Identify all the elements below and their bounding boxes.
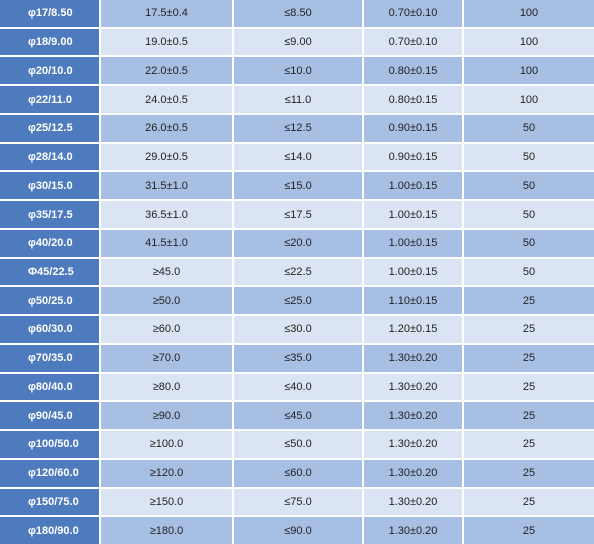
table-cell: 100 bbox=[464, 0, 594, 27]
table-cell: ≤25.0 bbox=[234, 287, 362, 315]
row-header-cell: φ120/60.0 bbox=[0, 459, 99, 487]
table-cell: 25 bbox=[464, 373, 594, 401]
row-header-cell: φ18/9.00 bbox=[0, 28, 99, 56]
table-cell: ≤50.0 bbox=[234, 431, 362, 458]
table-cell: 1.30±0.20 bbox=[364, 459, 462, 487]
table-cell: ≥50.0 bbox=[101, 287, 232, 315]
table-cell: ≤8.50 bbox=[234, 0, 362, 27]
table-cell: ≤20.0 bbox=[234, 229, 362, 257]
table-cell: ≥100.0 bbox=[101, 431, 232, 458]
table-cell: ≤45.0 bbox=[234, 402, 362, 430]
table-cell: ≤15.0 bbox=[234, 172, 362, 200]
row-header-cell: Φ45/22.5 bbox=[0, 258, 99, 286]
table-cell: ≤17.5 bbox=[234, 201, 362, 228]
table-cell: 100 bbox=[464, 28, 594, 56]
table-cell: 1.00±0.15 bbox=[364, 258, 462, 286]
table-cell: 1.10±0.15 bbox=[364, 287, 462, 315]
table-cell: 0.80±0.15 bbox=[364, 57, 462, 85]
row-header-cell: φ150/75.0 bbox=[0, 488, 99, 516]
table-cell: ≤11.0 bbox=[234, 86, 362, 113]
table-cell: ≤12.5 bbox=[234, 114, 362, 142]
table-cell: 1.00±0.15 bbox=[364, 229, 462, 257]
table-cell: ≥60.0 bbox=[101, 316, 232, 343]
table-cell: 25 bbox=[464, 402, 594, 430]
row-header-cell: φ100/50.0 bbox=[0, 431, 99, 458]
table-cell: 17.5±0.4 bbox=[101, 0, 232, 27]
row-header-cell: φ70/35.0 bbox=[0, 344, 99, 372]
table-cell: 24.0±0.5 bbox=[101, 86, 232, 113]
table-cell: 100 bbox=[464, 57, 594, 85]
table-cell: 1.30±0.20 bbox=[364, 488, 462, 516]
table-cell: ≤9.00 bbox=[234, 28, 362, 56]
table-cell: 41.5±1.0 bbox=[101, 229, 232, 257]
table-cell: 25 bbox=[464, 517, 594, 544]
table-cell: 29.0±0.5 bbox=[101, 143, 232, 171]
table-cell: 1.30±0.20 bbox=[364, 344, 462, 372]
row-header-cell: φ25/12.5 bbox=[0, 114, 99, 142]
table-cell: 25 bbox=[464, 431, 594, 458]
table-cell: 0.90±0.15 bbox=[364, 114, 462, 142]
table-cell: 0.90±0.15 bbox=[364, 143, 462, 171]
table-cell: 25 bbox=[464, 316, 594, 343]
row-header-cell: φ180/90.0 bbox=[0, 517, 99, 544]
table-cell: ≤35.0 bbox=[234, 344, 362, 372]
row-header-cell: φ28/14.0 bbox=[0, 143, 99, 171]
table-cell: 25 bbox=[464, 459, 594, 487]
row-header-cell: φ30/15.0 bbox=[0, 172, 99, 200]
table-cell: ≥70.0 bbox=[101, 344, 232, 372]
table-cell: 50 bbox=[464, 258, 594, 286]
table-cell: ≥180.0 bbox=[101, 517, 232, 544]
table-cell: ≤60.0 bbox=[234, 459, 362, 487]
table-cell: 1.20±0.15 bbox=[364, 316, 462, 343]
table-cell: 1.00±0.15 bbox=[364, 172, 462, 200]
table-cell: 50 bbox=[464, 143, 594, 171]
row-header-cell: φ17/8.50 bbox=[0, 0, 99, 27]
table-cell: 0.80±0.15 bbox=[364, 86, 462, 113]
table-cell: 1.30±0.20 bbox=[364, 402, 462, 430]
row-header-cell: φ20/10.0 bbox=[0, 57, 99, 85]
table-cell: ≤22.5 bbox=[234, 258, 362, 286]
table-cell: ≤30.0 bbox=[234, 316, 362, 343]
table-cell: ≥150.0 bbox=[101, 488, 232, 516]
table-cell: 100 bbox=[464, 86, 594, 113]
table-cell: ≥80.0 bbox=[101, 373, 232, 401]
table-cell: 19.0±0.5 bbox=[101, 28, 232, 56]
table-cell: ≤40.0 bbox=[234, 373, 362, 401]
table-cell: ≤75.0 bbox=[234, 488, 362, 516]
row-header-cell: φ80/40.0 bbox=[0, 373, 99, 401]
table-cell: 1.30±0.20 bbox=[364, 431, 462, 458]
table-cell: 50 bbox=[464, 114, 594, 142]
row-header-cell: φ60/30.0 bbox=[0, 316, 99, 343]
table-cell: 31.5±1.0 bbox=[101, 172, 232, 200]
table-cell: 25 bbox=[464, 344, 594, 372]
table-cell: ≥90.0 bbox=[101, 402, 232, 430]
row-header-cell: φ40/20.0 bbox=[0, 229, 99, 257]
table-cell: 50 bbox=[464, 229, 594, 257]
table-cell: 25 bbox=[464, 287, 594, 315]
row-header-cell: φ35/17.5 bbox=[0, 201, 99, 228]
table-cell: 50 bbox=[464, 201, 594, 228]
table-cell: ≥120.0 bbox=[101, 459, 232, 487]
table-cell: 1.30±0.20 bbox=[364, 517, 462, 544]
table-cell: ≤90.0 bbox=[234, 517, 362, 544]
table-cell: 1.00±0.15 bbox=[364, 201, 462, 228]
table-cell: 26.0±0.5 bbox=[101, 114, 232, 142]
table-cell: ≤10.0 bbox=[234, 57, 362, 85]
table-cell: 50 bbox=[464, 172, 594, 200]
table-cell: ≥45.0 bbox=[101, 258, 232, 286]
table-cell: ≤14.0 bbox=[234, 143, 362, 171]
table-cell: 0.70±0.10 bbox=[364, 28, 462, 56]
table-cell: 22.0±0.5 bbox=[101, 57, 232, 85]
table-cell: 1.30±0.20 bbox=[364, 373, 462, 401]
table-cell: 25 bbox=[464, 488, 594, 516]
row-header-cell: φ50/25.0 bbox=[0, 287, 99, 315]
table-cell: 0.70±0.10 bbox=[364, 0, 462, 27]
row-header-cell: φ22/11.0 bbox=[0, 86, 99, 113]
row-header-cell: φ90/45.0 bbox=[0, 402, 99, 430]
table-cell: 36.5±1.0 bbox=[101, 201, 232, 228]
